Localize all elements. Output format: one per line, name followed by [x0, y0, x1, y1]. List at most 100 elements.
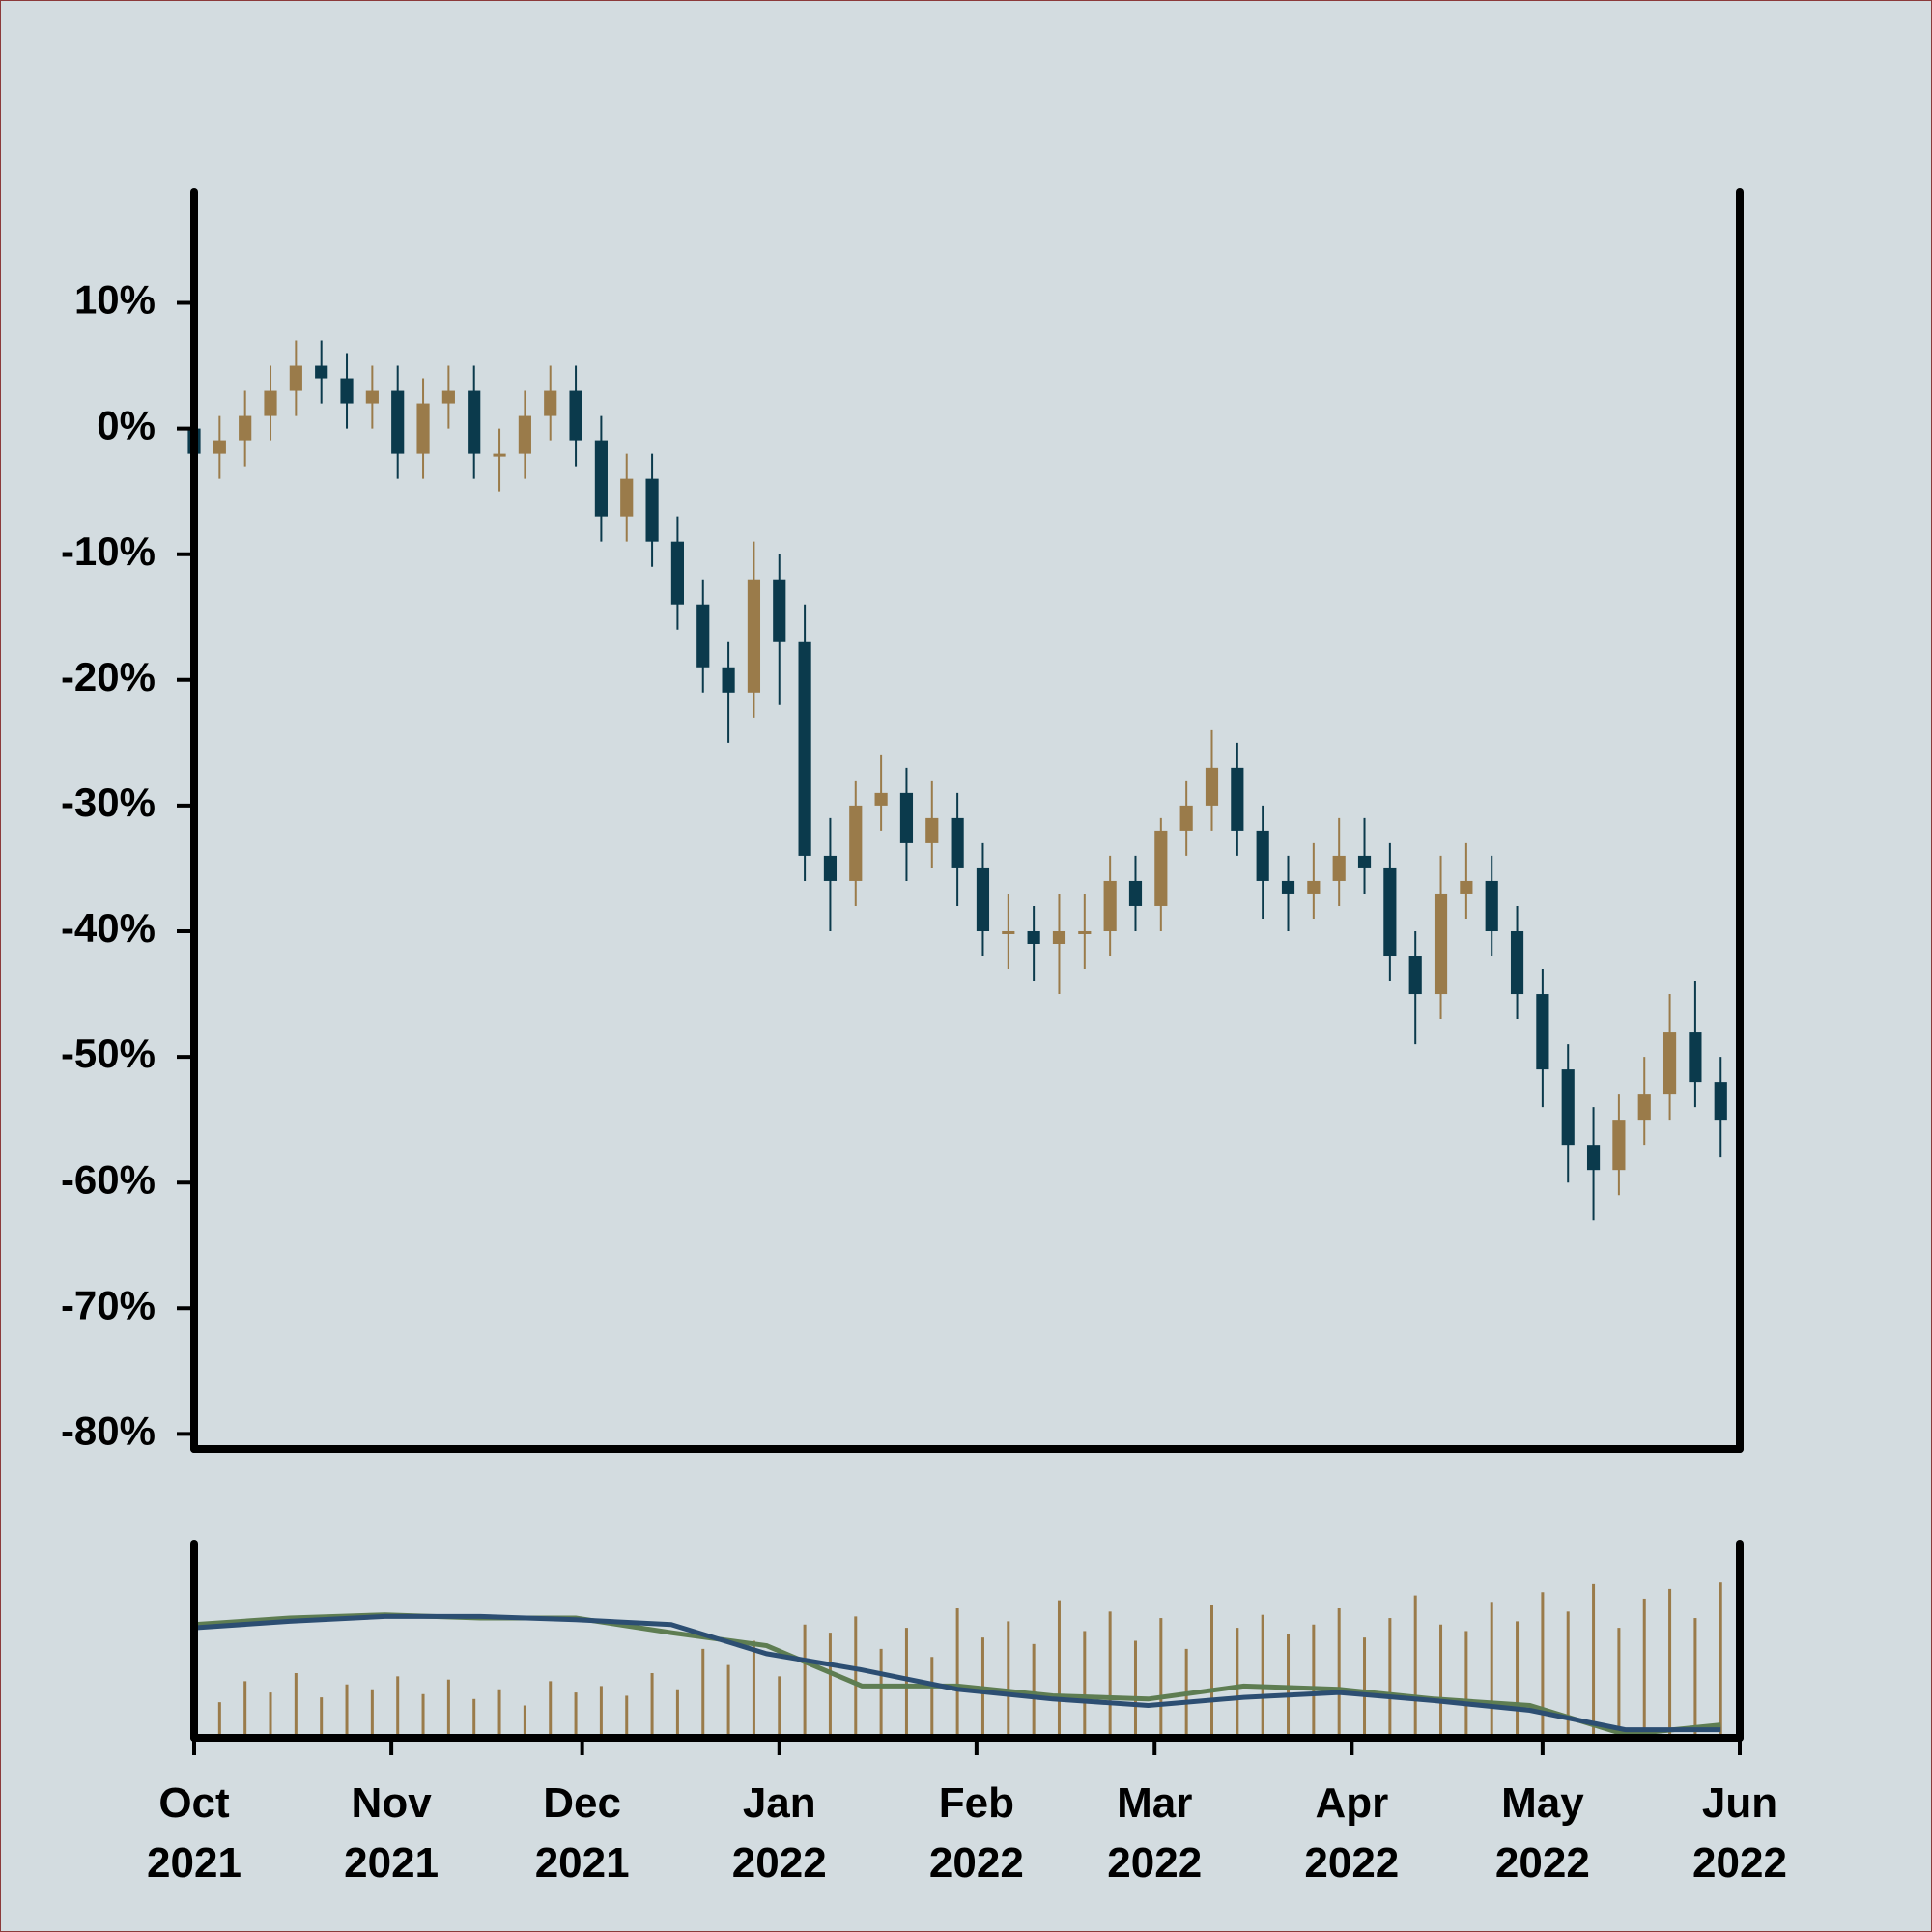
volume-bar: [854, 1616, 858, 1738]
y-tick-label: -50%: [61, 1031, 156, 1076]
candle-body: [670, 541, 684, 605]
candle-body: [925, 817, 939, 843]
candle-body: [213, 440, 226, 454]
volume-bar: [778, 1676, 781, 1738]
volume-bar: [1617, 1628, 1621, 1738]
candle-body: [976, 867, 990, 931]
volume-bar: [1464, 1631, 1468, 1738]
candle-body: [874, 792, 888, 806]
volume-bar: [930, 1657, 934, 1738]
volume-bar: [599, 1686, 603, 1738]
volume-bar: [217, 1702, 221, 1738]
moving-average-line: [193, 1613, 1721, 1733]
volume-bar: [1083, 1631, 1087, 1738]
volume-bar: [497, 1689, 501, 1738]
candle-body: [416, 403, 430, 454]
volume-bar: [1057, 1600, 1061, 1738]
candle-body: [493, 453, 506, 457]
candle-body: [1179, 805, 1193, 831]
volume-bar: [1108, 1611, 1112, 1738]
volume-bar: [396, 1676, 400, 1738]
volume-bar: [574, 1692, 578, 1738]
candle-body: [1154, 830, 1168, 906]
candle-body: [1383, 867, 1397, 957]
candle-body: [722, 667, 735, 693]
candle-body: [823, 855, 838, 881]
candle-body: [1485, 880, 1498, 931]
candle-body: [1612, 1120, 1626, 1171]
volume-bar: [752, 1640, 755, 1738]
volume-bar: [701, 1648, 705, 1738]
volume-bar: [650, 1673, 654, 1738]
volume-bar: [1541, 1592, 1545, 1738]
volume-bar: [675, 1689, 679, 1738]
x-tick-label: Jun 2022: [1692, 1779, 1787, 1887]
candle-body: [798, 641, 811, 856]
candle-body: [1205, 767, 1219, 806]
candle-body: [264, 390, 277, 416]
volume-bar: [1668, 1588, 1672, 1738]
volume-bar: [1236, 1628, 1239, 1738]
candle-body: [1027, 930, 1040, 944]
candle-body: [1357, 855, 1372, 868]
y-tick-label: -80%: [61, 1407, 156, 1453]
volume-bar: [523, 1705, 526, 1738]
candle-body: [544, 390, 557, 416]
volume-bar: [726, 1664, 730, 1738]
volume-bar: [828, 1633, 832, 1738]
volume-bar: [1159, 1618, 1163, 1738]
candle-body: [696, 604, 710, 668]
candle-body: [1434, 893, 1448, 995]
candle-body: [951, 817, 964, 868]
candle-body: [773, 579, 786, 642]
candle-body: [1256, 830, 1269, 881]
volume-bar: [1337, 1608, 1341, 1738]
candle-body: [1103, 880, 1117, 931]
candle-body: [1307, 880, 1321, 894]
candle-body: [468, 390, 481, 454]
volume-bar: [446, 1679, 450, 1738]
volume-bar: [294, 1673, 298, 1738]
volume-bar: [1719, 1582, 1722, 1738]
candle-body: [1332, 855, 1346, 881]
candle-body: [620, 478, 634, 517]
x-tick-label: Nov 2021: [344, 1779, 440, 1887]
volume-bar: [243, 1681, 247, 1738]
candle-body: [1052, 930, 1066, 944]
candle-body: [1662, 1032, 1677, 1095]
volume-bar: [1592, 1583, 1596, 1738]
volume-bar: [1413, 1595, 1417, 1738]
candle-body: [1460, 880, 1473, 894]
volume-bar: [549, 1681, 553, 1738]
y-tick-label: 0%: [97, 403, 156, 448]
volume-bar: [1133, 1640, 1137, 1738]
candle-body: [1689, 1032, 1702, 1083]
volume-bar: [1032, 1643, 1036, 1738]
volume-bar: [1516, 1621, 1520, 1738]
candle-body: [518, 415, 531, 454]
volume-bar: [472, 1698, 476, 1738]
candle-body: [441, 390, 455, 404]
candle-body: [1586, 1145, 1601, 1171]
x-tick-label: Feb 2022: [928, 1779, 1024, 1887]
y-tick-label: -60%: [61, 1156, 156, 1202]
volume-bar: [269, 1692, 272, 1738]
candle-body: [365, 390, 379, 404]
candle-body: [747, 579, 761, 693]
x-tick-label: Apr 2022: [1304, 1779, 1400, 1887]
x-tick-label: Jan 2022: [731, 1779, 827, 1887]
volume-bar: [1388, 1618, 1392, 1738]
volume-bar: [803, 1624, 807, 1738]
candle-body: [1408, 956, 1422, 995]
x-tick-label: Oct 2021: [147, 1779, 242, 1887]
volume-bar: [1312, 1624, 1316, 1738]
volume-bar: [1642, 1598, 1646, 1738]
candle-body: [1536, 994, 1549, 1070]
candle-body: [1637, 1094, 1651, 1121]
x-tick-label: Mar 2022: [1107, 1779, 1203, 1887]
volume-bar: [421, 1693, 425, 1738]
volume-bar: [955, 1608, 959, 1738]
y-tick-label: -70%: [61, 1282, 156, 1327]
candle-body: [340, 378, 354, 404]
